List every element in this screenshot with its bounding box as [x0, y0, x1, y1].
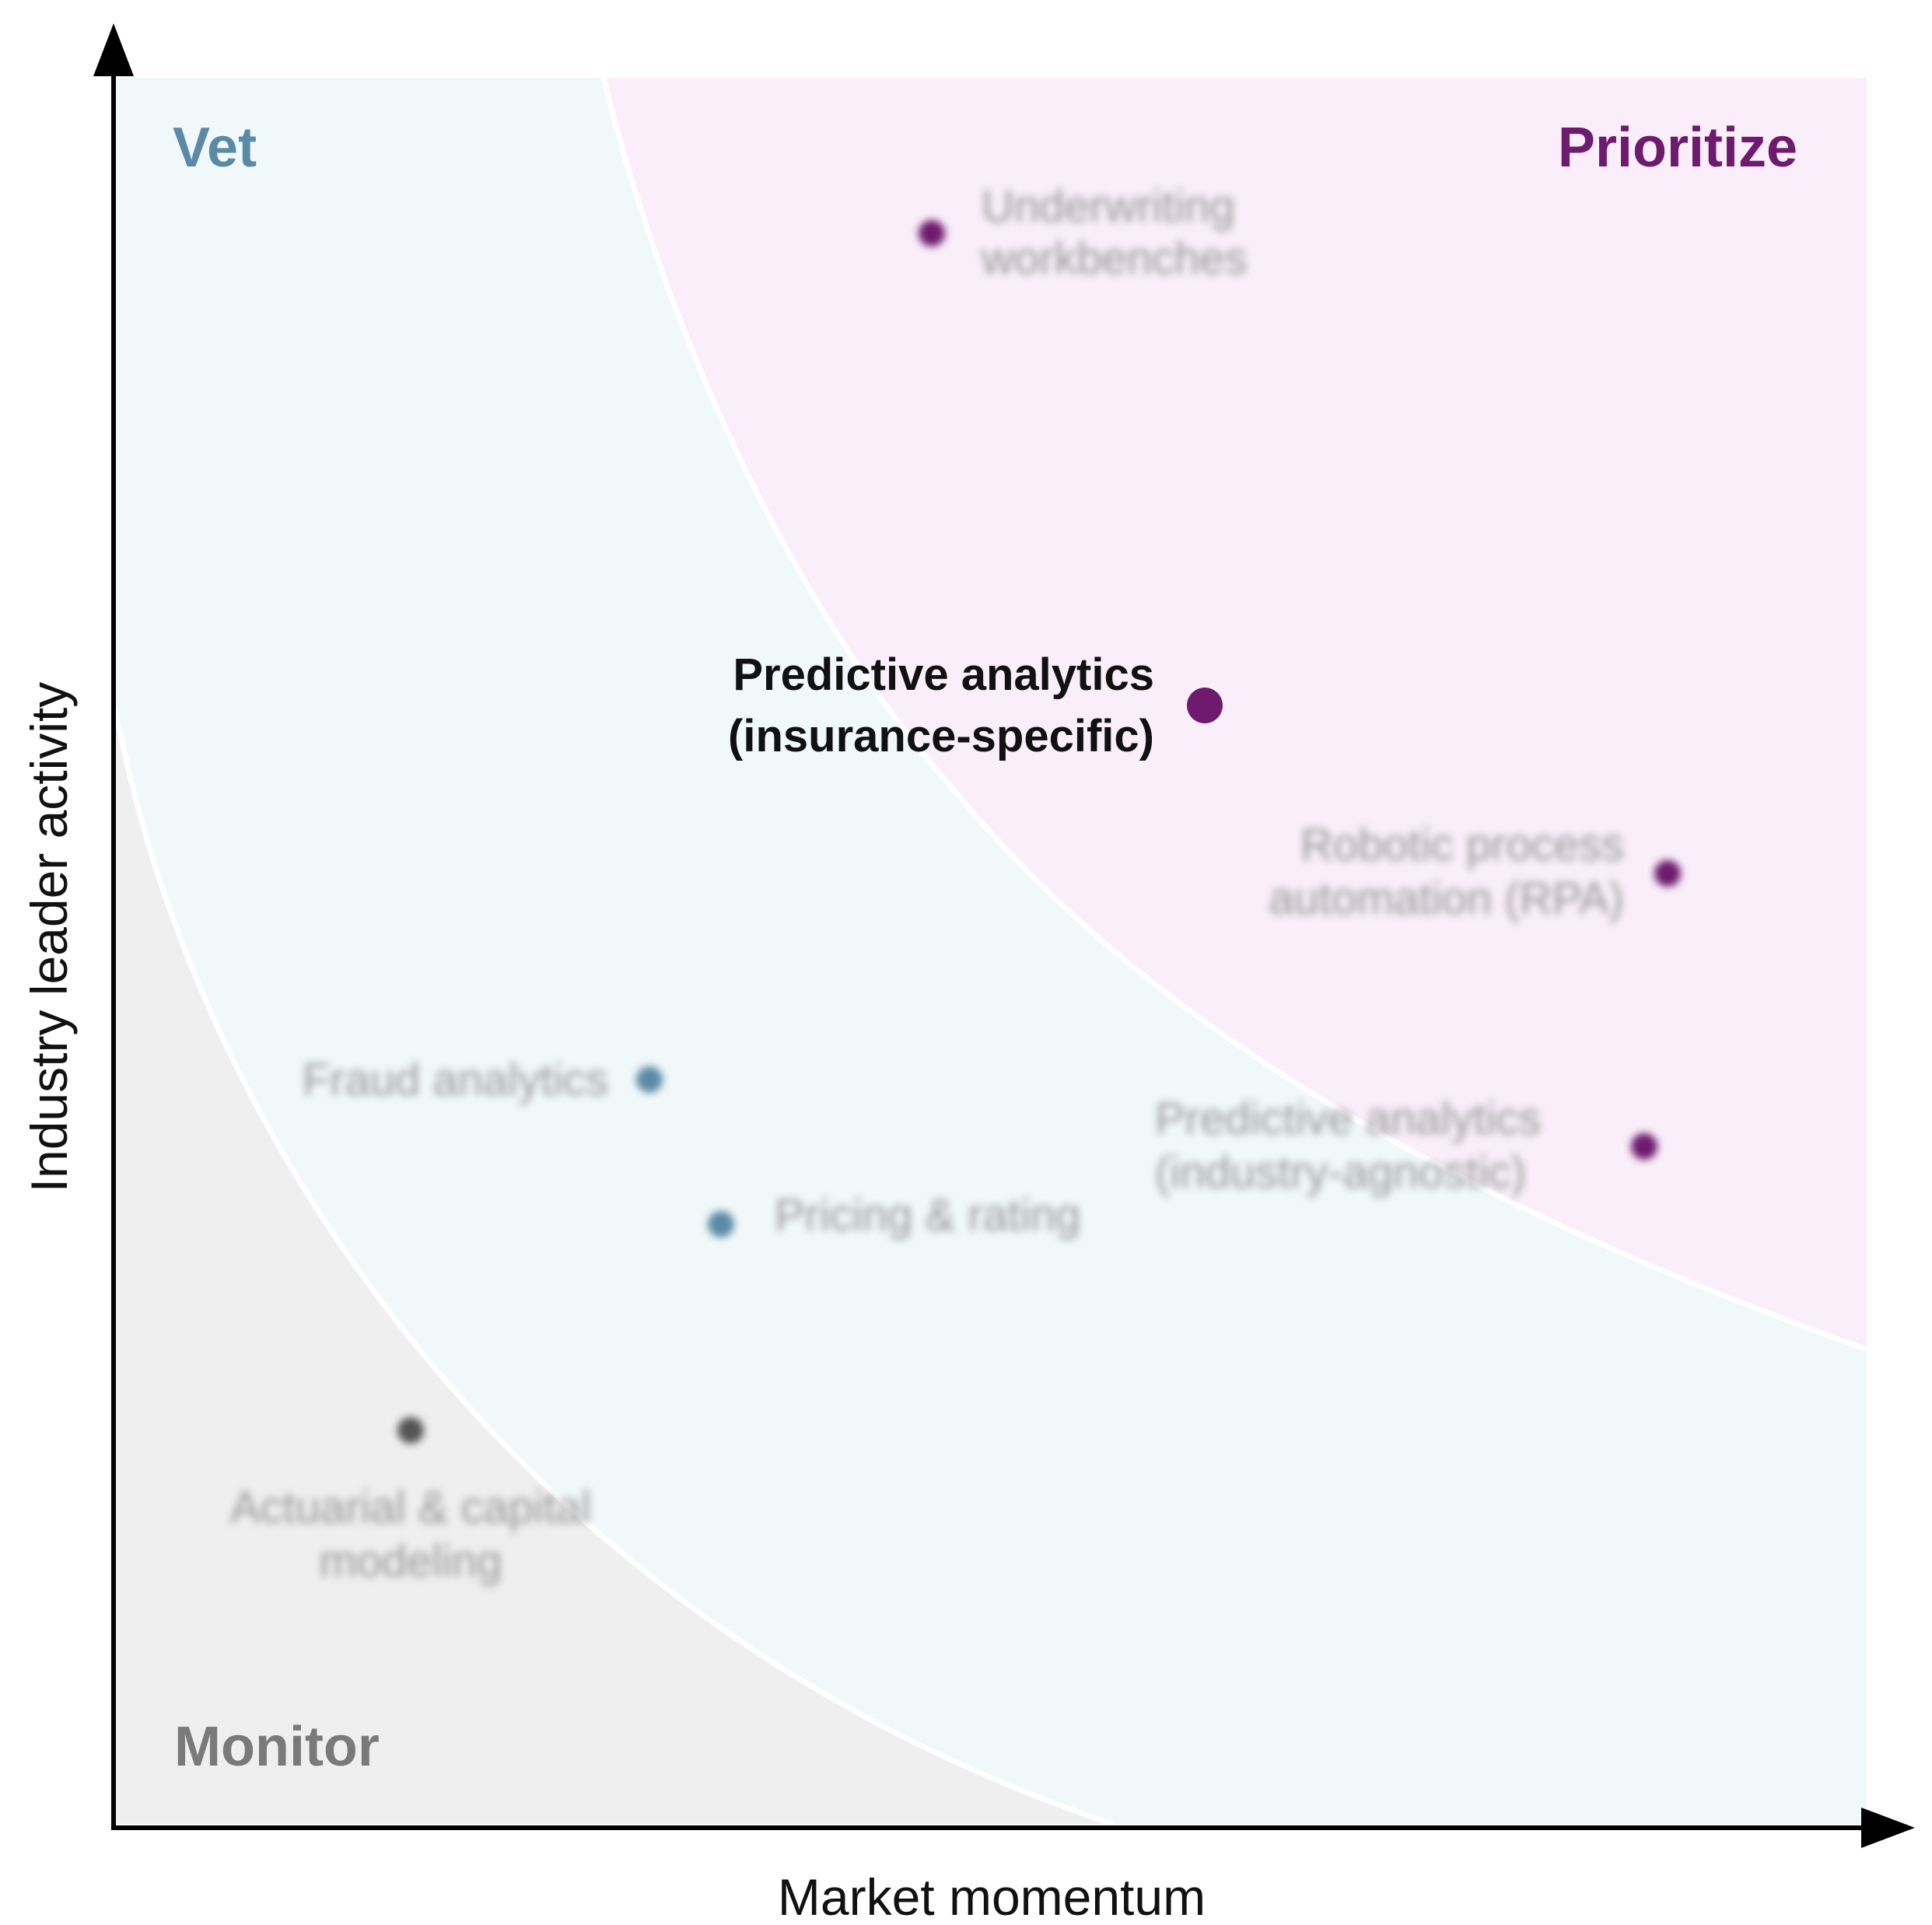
item-marker: [1187, 688, 1223, 723]
zone-monitor-background: [115, 708, 1112, 1824]
y-axis-arrowhead: [93, 23, 134, 76]
item-label-line: Predictive analytics: [733, 649, 1154, 700]
item-predictive-analytics-industry-agnostic: Predictive analytics (industry-agnostic): [1155, 1094, 1657, 1198]
item-label-line: Actuarial & capital: [230, 1482, 591, 1533]
item-label-line: (industry-agnostic): [1155, 1147, 1526, 1198]
item-marker: [1654, 860, 1681, 887]
item-underwriting-workbenches: Underwriting workbenches: [919, 181, 1248, 284]
item-label-line: (insurance-specific): [728, 711, 1154, 761]
item-label-line: workbenches: [981, 233, 1248, 284]
item-actuarial-and-capital-modeling: Actuarial & capital modeling: [230, 1417, 591, 1587]
item-marker: [708, 1211, 734, 1237]
item-pricing-and-rating: Pricing & rating: [708, 1190, 1080, 1241]
item-robotic-process-automation: Robotic process automation (RPA): [1269, 820, 1681, 924]
item-marker: [1631, 1133, 1657, 1160]
y-axis-title: Industry leader activity: [20, 682, 78, 1193]
item-label-line: Predictive analytics: [1155, 1094, 1541, 1144]
zone-label-prioritize: Prioritize: [1558, 117, 1797, 179]
item-label-line: Fraud analytics: [303, 1055, 608, 1105]
item-predictive-analytics-insurance-specific: Predictive analytics (insurance-specific…: [728, 649, 1223, 761]
item-label-line: modeling: [319, 1536, 502, 1587]
zone-prioritize-background: [604, 78, 1867, 1349]
x-axis-arrowhead: [1861, 1808, 1915, 1848]
prioritize-boundary-curve: [600, 77, 1868, 1353]
item-label-line: automation (RPA): [1269, 873, 1624, 924]
monitor-boundary-curve: [112, 707, 1114, 1827]
zone-label-vet: Vet: [173, 117, 257, 179]
item-fraud-analytics: Fraud analytics: [303, 1055, 663, 1105]
zone-label-monitor: Monitor: [174, 1716, 380, 1778]
item-label-line: Pricing & rating: [775, 1190, 1080, 1241]
item-marker: [397, 1417, 424, 1444]
item-marker: [919, 220, 945, 247]
item-label-line: Underwriting: [982, 181, 1235, 232]
item-label-line: Robotic process: [1300, 820, 1624, 870]
x-axis-title: Market momentum: [778, 1868, 1206, 1925]
item-marker: [636, 1066, 663, 1093]
